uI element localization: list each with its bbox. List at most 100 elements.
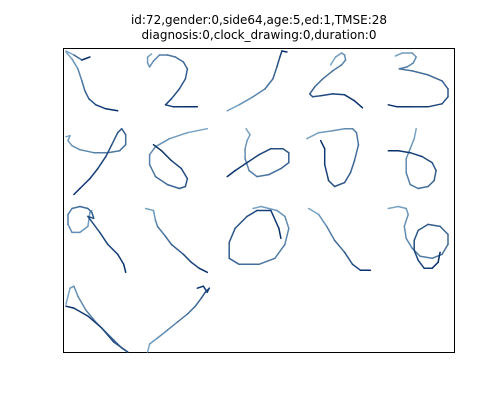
stroke-segment-digit-1 bbox=[73, 54, 83, 61]
stroke-segment-digit-15 bbox=[413, 249, 419, 262]
stroke-segment-digit-4 bbox=[331, 64, 343, 72]
stroke-segment-digit-9 bbox=[349, 159, 356, 174]
stroke-segment-digit-9 bbox=[331, 127, 346, 132]
stroke-segment-digit-17 bbox=[148, 337, 159, 345]
chart-title: id:72,gender:0,side64,age:5,ed:1,TMSE:28… bbox=[63, 13, 455, 43]
stroke-segment-digit-1b bbox=[77, 68, 83, 82]
stroke-segment-digit-8 bbox=[246, 133, 251, 142]
stroke-segment-digit-8 bbox=[245, 127, 251, 136]
stroke-segment-digit-11 bbox=[87, 211, 91, 228]
stroke-segment-digit-10 bbox=[409, 151, 423, 158]
stroke-segment-digit-2 bbox=[148, 60, 155, 68]
stroke-segment-digit-6 bbox=[105, 143, 113, 158]
stroke-segment-digit-12 bbox=[198, 267, 209, 274]
stroke-segment-digit-3 bbox=[264, 78, 274, 90]
stroke-segment-digit-6 bbox=[118, 143, 127, 152]
stroke-segment-digit-17 bbox=[176, 313, 189, 323]
stroke-segment-digit-6 bbox=[79, 148, 95, 154]
stroke-segment-digit-15 bbox=[419, 255, 433, 260]
stroke-segment-digit-11 bbox=[67, 223, 73, 234]
stroke-segment-digit-3 bbox=[238, 96, 254, 106]
stroke-segment-digit-14 bbox=[343, 251, 354, 266]
stroke-segment-digit-13 bbox=[270, 209, 280, 230]
stroke-segment-digit-17 bbox=[146, 343, 151, 353]
plot-frame bbox=[63, 48, 455, 353]
stroke-segment-digit-5 bbox=[412, 56, 417, 64]
stroke-segment-digit-1b bbox=[65, 51, 73, 60]
stroke-segment-digit-2 bbox=[152, 54, 161, 62]
stroke-segment-digit-11 bbox=[122, 263, 127, 274]
stroke-segment-digit-1 bbox=[81, 56, 91, 61]
stroke-segment-digit-16 bbox=[77, 295, 87, 311]
stroke-segment-digit-10 bbox=[413, 127, 417, 140]
stroke-segment-digit-13 bbox=[228, 227, 236, 244]
stroke-segment-digit-5 bbox=[441, 96, 449, 105]
stroke-segment-digit-14 bbox=[307, 207, 320, 216]
stroke-segment-digit-17 bbox=[202, 285, 209, 293]
stroke-segment-digit-7 bbox=[186, 127, 209, 134]
stroke-segment-digit-8 bbox=[248, 169, 258, 178]
stroke-segment-digit-9 bbox=[306, 131, 320, 140]
stroke-segment-digit-8 bbox=[244, 139, 248, 150]
stroke-segment-digit-4 bbox=[311, 95, 322, 98]
stroke-segment-digit-5 bbox=[411, 70, 429, 76]
stroke-segment-digit-6 bbox=[67, 134, 71, 142]
stroke-segment-digit-13 bbox=[252, 205, 262, 210]
stroke-segment-digit-2 bbox=[166, 54, 177, 58]
stroke-segment-digit-6 bbox=[71, 144, 81, 151]
stroke-segment-digit-7 bbox=[166, 183, 181, 190]
stroke-segment-digit-5 bbox=[394, 52, 404, 57]
stroke-segment-digit-3 bbox=[226, 104, 240, 112]
stroke-segment-digit-8 bbox=[258, 147, 272, 156]
stroke-segment-digit-10 bbox=[405, 147, 411, 160]
stroke-segment-digit-10 bbox=[431, 161, 437, 172]
stroke-segment-digit-5 bbox=[441, 80, 449, 90]
stroke-segment-digit-11 bbox=[107, 243, 119, 256]
stroke-segment-digit-15 bbox=[441, 243, 449, 256]
stroke-segment-digit-4 bbox=[331, 93, 346, 96]
stroke-segment-digit-7 bbox=[152, 143, 163, 152]
stroke-segment-digit-10 bbox=[417, 185, 429, 190]
stroke-segment-digit-4 bbox=[343, 54, 347, 61]
stroke-segment-digit-8 bbox=[244, 157, 250, 172]
stroke-segment-digit-11 bbox=[79, 225, 89, 234]
stroke-segment-digit-6 bbox=[67, 139, 73, 147]
stroke-segment-digit-17 bbox=[156, 329, 169, 339]
stroke-segment-digit-13 bbox=[274, 243, 286, 260]
stroke-segment-digit-7 bbox=[154, 137, 171, 148]
stroke-segment-digit-8 bbox=[256, 173, 270, 178]
stroke-segment-digit-3 bbox=[276, 56, 281, 68]
stroke-segment-digit-8 bbox=[282, 147, 290, 154]
stroke-segment-digit-9 bbox=[317, 129, 334, 134]
stroke-segment-digit-4 bbox=[334, 52, 343, 58]
stroke-segment-digit-6 bbox=[107, 149, 121, 154]
stroke-segment-digit-7 bbox=[160, 149, 173, 162]
stroke-segment-digit-12 bbox=[144, 207, 155, 212]
stroke-segment-digit-13 bbox=[278, 227, 282, 240]
stroke-segment-digit-13 bbox=[284, 227, 290, 246]
stroke-segment-digit-12 bbox=[190, 261, 201, 270]
stroke-segment-digit-15 bbox=[427, 223, 441, 228]
stroke-segment-digit-15 bbox=[405, 207, 409, 216]
stroke-segment-digit-12 bbox=[154, 219, 159, 228]
stroke-segment-digit-7 bbox=[180, 167, 189, 180]
stroke-segment-digit-13 bbox=[246, 209, 258, 218]
stroke-segment-digit-14 bbox=[333, 239, 346, 254]
stroke-segment-digit-8 bbox=[246, 153, 260, 164]
stroke-segment-digit-9 bbox=[319, 139, 326, 150]
stroke-segment-digit-17 bbox=[200, 291, 207, 299]
stroke-segment-digit-16 bbox=[73, 307, 89, 317]
stroke-segment-digit-17 bbox=[194, 297, 203, 307]
stroke-segment-digit-2 bbox=[164, 98, 173, 106]
stroke-segment-digit-5 bbox=[427, 103, 443, 108]
stroke-segment-digit-10 bbox=[409, 137, 415, 150]
stroke-segment-digit-11 bbox=[87, 215, 101, 234]
stroke-segment-digit-16 bbox=[65, 287, 71, 305]
stroke-segment-digit-15 bbox=[431, 253, 443, 260]
stroke-segment-digit-15 bbox=[403, 225, 407, 240]
stroke-segment-digit-9 bbox=[343, 171, 352, 184]
stroke-segment-digit-2 bbox=[146, 53, 153, 58]
stroke-segment-digit-11 bbox=[99, 231, 109, 246]
stroke-segment-digit-12 bbox=[170, 243, 185, 256]
stroke-segment-digit-7 bbox=[168, 131, 189, 140]
